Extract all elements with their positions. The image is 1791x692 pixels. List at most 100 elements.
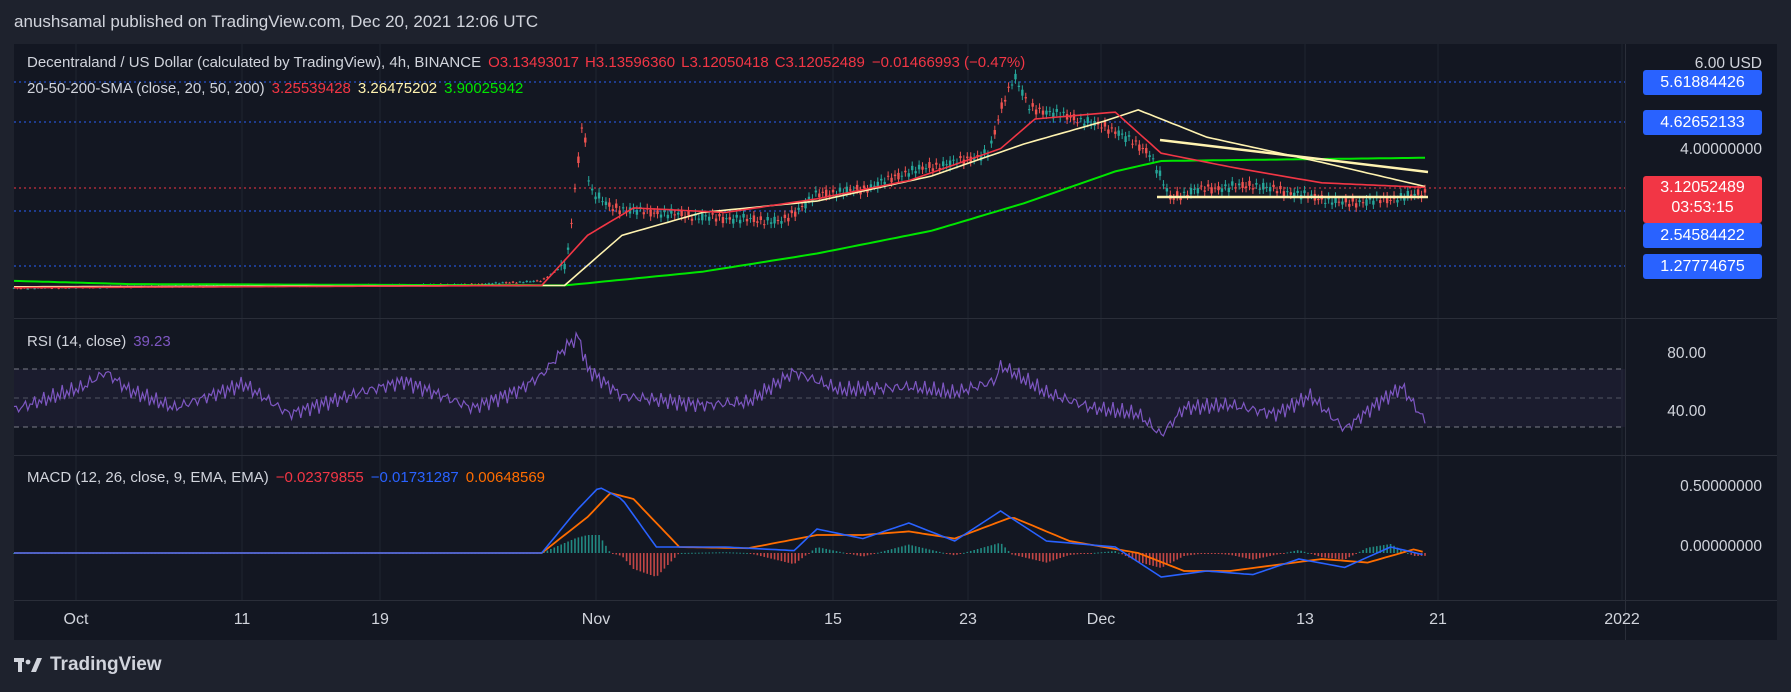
candle-body (498, 283, 501, 285)
macd-hist-bar (897, 547, 900, 553)
rsi-legend[interactable]: RSI (14, close) 39.23 (27, 333, 178, 350)
candle-body (656, 210, 659, 215)
candle-body (1227, 187, 1231, 193)
macd-hist-bar (1093, 552, 1096, 554)
candle-body (1010, 84, 1014, 86)
candle-body (1045, 110, 1048, 115)
candle-body (1255, 183, 1258, 185)
macd-hist-bar (859, 553, 862, 557)
macd-hist-bar (687, 552, 690, 554)
candle-body (1003, 99, 1007, 102)
macd-hist-bar (1406, 552, 1409, 554)
candle-body (1237, 183, 1241, 186)
macd-hist-bar (980, 548, 982, 553)
candle-body (1241, 182, 1244, 188)
macd-hist-bar (1203, 553, 1206, 554)
macd-hist-bar (873, 553, 876, 554)
candle-body (742, 213, 745, 218)
macd-hist-bar (952, 553, 955, 556)
candle-body (917, 164, 921, 170)
macd-hist-bar (567, 541, 569, 553)
candle-body (1213, 187, 1217, 189)
macd-hist-bar (732, 552, 735, 554)
candle-body (897, 172, 900, 180)
macd-hist-bar (1389, 544, 1392, 553)
macd-hist-bar (550, 549, 552, 553)
macd-legend[interactable]: MACD (12, 26, close, 9, EMA, EMA) −0.0237… (27, 469, 552, 486)
candle-body (787, 217, 790, 222)
macd-hist-bar (1396, 547, 1399, 553)
candle-body (725, 218, 728, 220)
price-pane (14, 81, 1625, 267)
macd-hist-bar (1166, 553, 1168, 565)
macd-hist-bar (1200, 553, 1203, 554)
macd-hist-bar (921, 547, 924, 553)
sma-legend[interactable]: 20-50-200-SMA (close, 20, 50, 200) 3.2553… (27, 80, 530, 97)
macd-hist-bar (684, 552, 686, 554)
macd-hist-bar (994, 544, 996, 553)
macd-hist-bar (1300, 550, 1302, 553)
candle-body (1155, 169, 1158, 174)
candle-body (1251, 188, 1255, 190)
macd-hist-bar (1183, 553, 1185, 556)
candle-body (745, 218, 749, 222)
candle-body (776, 219, 780, 221)
candle-body (590, 188, 594, 191)
candle-body (504, 282, 508, 284)
macd-hist-bar (887, 550, 889, 553)
candle-body (914, 171, 917, 174)
macd-hist-bar (1031, 553, 1034, 560)
price-change: −0.01466993 (−0.47%) (871, 54, 1026, 71)
candle-body (769, 222, 773, 224)
macd-hist-bar (1303, 551, 1306, 553)
macd-hist-bar (556, 546, 559, 553)
macd-hist-bar (804, 553, 807, 556)
macd-hist-bar (694, 552, 697, 554)
candle-body (639, 206, 642, 208)
macd-hist-bar (1138, 553, 1141, 563)
candle-body (1293, 192, 1296, 198)
candle-body (1124, 136, 1127, 142)
candle-body (732, 218, 735, 224)
macd-hist-bar (570, 540, 573, 553)
macd-hist-bar (598, 535, 600, 553)
candle-body (1007, 86, 1010, 88)
candle-body (570, 222, 573, 224)
chart-area[interactable] (14, 44, 1777, 640)
macd-hist-bar (1241, 553, 1244, 558)
macd-hist-bar (1245, 553, 1247, 559)
macd-hist-bar (701, 552, 704, 554)
macd-hist-bar (894, 548, 896, 553)
tradingview-footer[interactable]: TradingView (14, 654, 162, 676)
rsi-line (13, 330, 1426, 437)
macd-value: −0.01731287 (370, 469, 459, 486)
candle-body (1358, 200, 1361, 203)
candle-body (873, 185, 876, 187)
macd-hist-bar (1000, 543, 1003, 553)
macd-hist-bar (787, 553, 790, 563)
candle-body (1114, 131, 1117, 134)
candle-body (597, 192, 601, 199)
candle-body (1396, 199, 1399, 203)
macd-hist-bar (753, 553, 755, 555)
candle-body (1337, 201, 1341, 203)
macd-hist-bar (1259, 553, 1261, 559)
candle-body (1179, 197, 1182, 201)
candle-body (1021, 89, 1024, 96)
candle-body (1176, 191, 1179, 197)
candle-body (1258, 188, 1262, 190)
macd-hist-bar (1035, 553, 1037, 561)
macd-hist-bar (591, 535, 593, 553)
macd-hist-bar (1169, 553, 1172, 564)
sma200-line (13, 156, 1425, 287)
macd-histogram (13, 535, 1426, 577)
macd-line (14, 487, 1423, 578)
candle-body (821, 191, 824, 193)
macd-hist-bar (904, 545, 907, 553)
candle-body (824, 189, 828, 197)
candle-body (1268, 187, 1272, 192)
candle-body (611, 209, 615, 212)
candle-body (890, 177, 893, 183)
macd-hist-bar (1269, 553, 1271, 556)
